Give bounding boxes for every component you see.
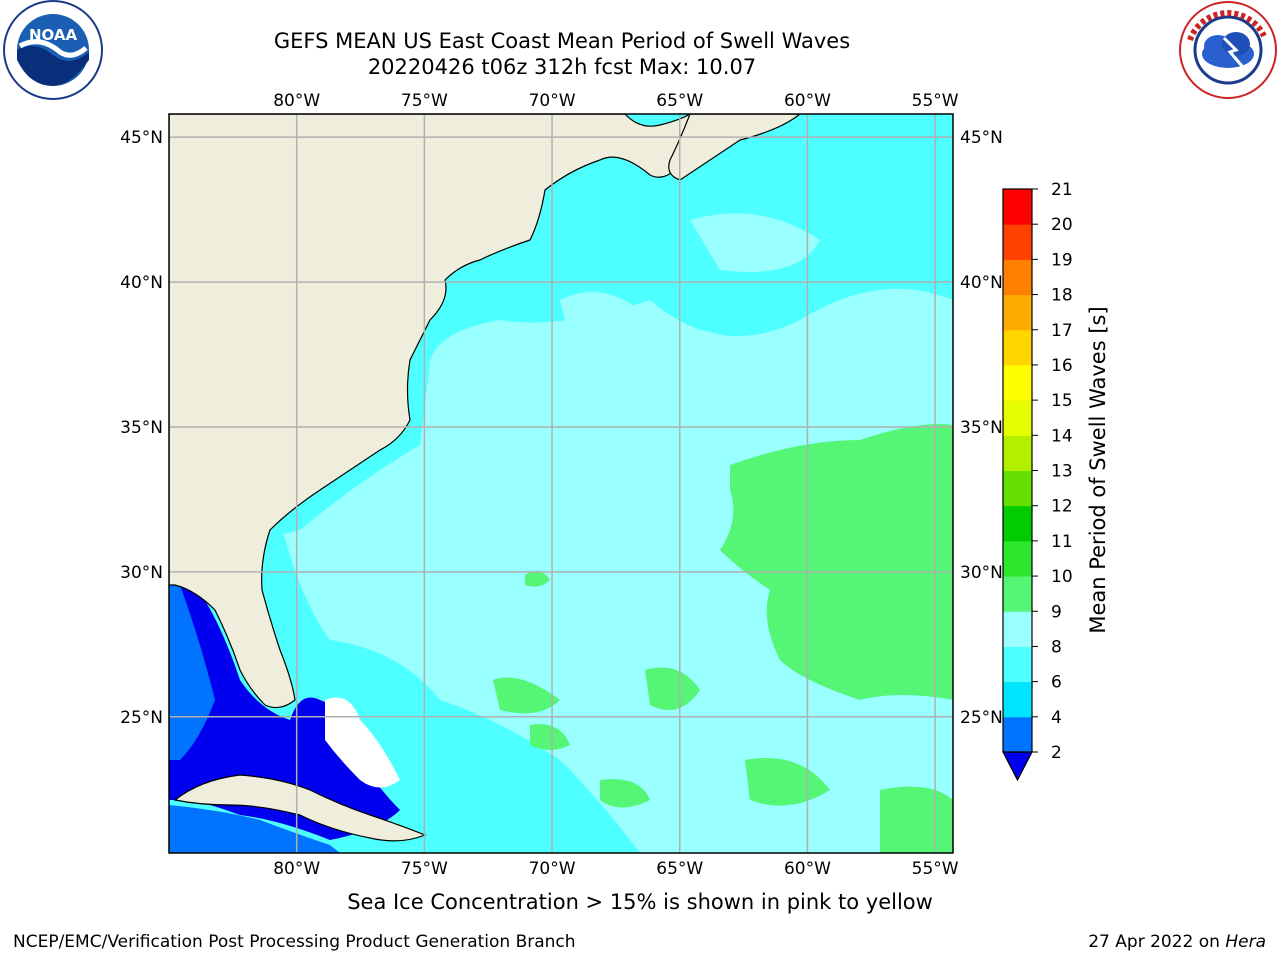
- colorbar-tick-label: 14: [1051, 426, 1073, 446]
- nws-logo-icon: [1176, 0, 1280, 100]
- colorbar-segment: [1003, 470, 1032, 507]
- noaa-text: NOAA: [29, 26, 78, 44]
- sea-ice-caption: Sea Ice Concentration > 15% is shown in …: [347, 890, 933, 914]
- lat-tick-label-right: 25°N: [960, 708, 1003, 728]
- lat-tick-label-left: 35°N: [120, 418, 163, 438]
- lon-tick-label-top: 70°W: [529, 91, 576, 111]
- colorbar-tick-label: 20: [1051, 215, 1073, 235]
- lon-tick-label-bottom: 70°W: [529, 859, 576, 879]
- colorbar-segment: [1003, 576, 1032, 612]
- colorbar-tick-label: 4: [1051, 708, 1062, 728]
- green-patch: [880, 786, 953, 853]
- colorbar-label: Mean Period of Swell Waves [s]: [1086, 306, 1110, 633]
- lon-tick-label-top: 75°W: [401, 91, 448, 111]
- lon-tick-label-bottom: 65°W: [656, 859, 703, 879]
- colorbar-tick-label: 18: [1051, 286, 1073, 306]
- colorbar-tick-label: 15: [1051, 391, 1073, 411]
- land-us: [169, 114, 762, 709]
- colorbar-segment: [1003, 224, 1032, 260]
- colorbar-tick-label: 6: [1051, 673, 1062, 693]
- colorbar-segment: [1003, 611, 1032, 647]
- colorbar-segment: [1003, 259, 1032, 296]
- lon-tick-label-bottom: 80°W: [273, 859, 320, 879]
- colorbar-extend-triangle: [1002, 751, 1033, 782]
- lon-tick-label-bottom: 55°W: [912, 859, 959, 879]
- lon-tick-label-bottom: 75°W: [401, 859, 448, 879]
- colorbar-segment: [1003, 540, 1032, 577]
- colorbar-tick-label: 12: [1051, 497, 1073, 517]
- lat-tick-label-left: 30°N: [120, 563, 163, 583]
- lat-tick-label-left: 25°N: [120, 708, 163, 728]
- colorbar-segment: [1003, 681, 1032, 718]
- light-patch: [560, 292, 640, 342]
- light-patch: [690, 213, 820, 272]
- colorbar-segment: [1003, 716, 1032, 753]
- chart-subtitle: 20220426 t06z 312h fcst Max: 10.07: [367, 55, 757, 79]
- lat-tick-label-right: 40°N: [960, 273, 1003, 293]
- land-nova-scotia: [668, 114, 801, 181]
- green-region-east: [720, 424, 953, 700]
- lon-tick-label-top: 60°W: [784, 91, 831, 111]
- bahamas-shallow: [325, 697, 400, 788]
- colorbar-segment: [1003, 505, 1032, 542]
- footer-host: Hera: [1225, 932, 1266, 952]
- colorbar-tick-label: 8: [1051, 637, 1062, 657]
- lon-tick-label-top: 55°W: [912, 91, 959, 111]
- footer-date: 27 Apr 2022 on Hera: [1088, 932, 1266, 952]
- lat-tick-label-right: 45°N: [960, 128, 1003, 148]
- colorbar-segment: [1003, 189, 1032, 225]
- colorbar-segment: [1003, 400, 1032, 436]
- lat-tick-label-right: 35°N: [960, 418, 1003, 438]
- lat-tick-label-left: 45°N: [120, 128, 163, 148]
- green-patch: [745, 758, 830, 806]
- green-patch: [530, 724, 570, 750]
- light-patch: [650, 328, 760, 387]
- colorbar-segment: [1003, 435, 1032, 471]
- map-frame: [168, 113, 954, 854]
- colorbar-segment: [1003, 294, 1032, 331]
- green-patch: [525, 571, 550, 587]
- light-patch: [460, 373, 560, 423]
- colorbar-tick-label: 9: [1051, 602, 1062, 622]
- colorbar-tick-label: 10: [1051, 567, 1073, 587]
- colorbar-tick-label: 19: [1051, 250, 1073, 270]
- lon-tick-label-top: 65°W: [656, 91, 703, 111]
- colorbar-segment: [1003, 646, 1032, 683]
- colorbar-tick-label: 11: [1051, 532, 1073, 552]
- noaa-logo-icon: NOAA: [0, 0, 106, 102]
- map-grid: [169, 114, 953, 853]
- colorbar-segment: [1003, 364, 1032, 401]
- green-patch: [493, 677, 560, 714]
- green-patch: [645, 667, 700, 710]
- colorbar-tick-label: 21: [1051, 180, 1073, 200]
- lat-tick-label-left: 40°N: [120, 273, 163, 293]
- colorbar-tick-label: 17: [1051, 321, 1073, 341]
- green-patch: [600, 779, 650, 808]
- colorbar-tick-label: 16: [1051, 356, 1073, 376]
- colorbar: 2 4 6 8 9 10 11 12 13 14 15 16 17 18 19 20 21: [1002, 180, 1073, 782]
- gulf-dark-blue: [169, 585, 400, 840]
- colorbar-tick-label: 2: [1051, 743, 1062, 763]
- colorbar-tick-label: 13: [1051, 462, 1073, 482]
- lat-tick-label-right: 30°N: [960, 563, 1003, 583]
- footer-credit: NCEP/EMC/Verification Post Processing Pr…: [13, 932, 576, 952]
- lon-tick-label-top: 80°W: [273, 91, 320, 111]
- chart-title: GEFS MEAN US East Coast Mean Period of S…: [273, 29, 851, 53]
- colorbar-segment: [1003, 329, 1032, 366]
- lon-tick-label-bottom: 60°W: [784, 859, 831, 879]
